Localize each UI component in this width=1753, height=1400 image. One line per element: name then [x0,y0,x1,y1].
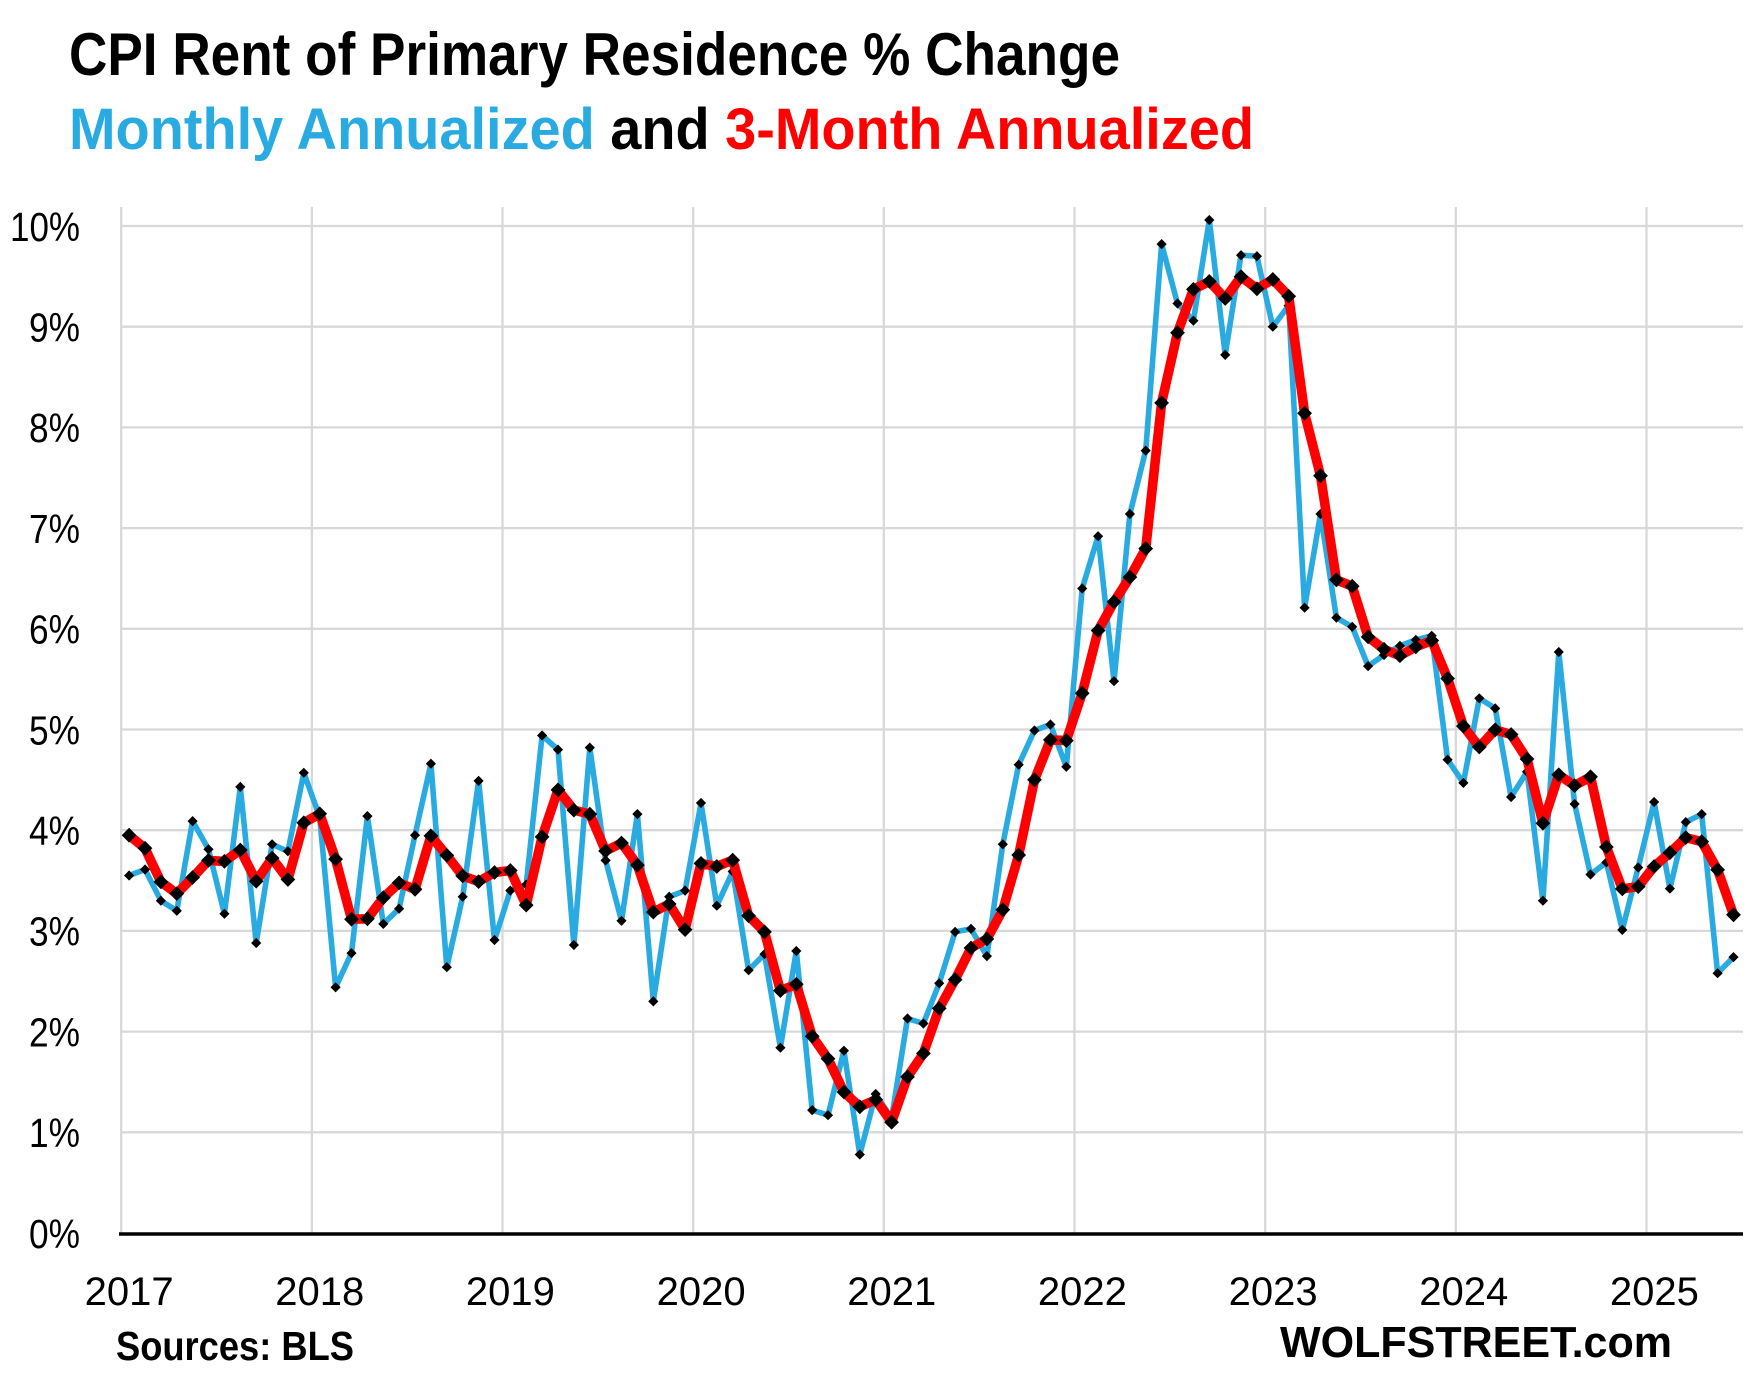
svg-text:2%: 2% [29,1009,80,1055]
svg-text:2022: 2022 [1038,1270,1127,1314]
svg-text:1%: 1% [29,1110,80,1156]
svg-text:2024: 2024 [1419,1270,1508,1314]
svg-text:2023: 2023 [1229,1270,1318,1314]
svg-text:4%: 4% [29,808,80,854]
svg-text:WOLFSTREET.com: WOLFSTREET.com [1280,1318,1672,1367]
svg-text:CPI Rent of Primary Residence: CPI Rent of Primary Residence % Change [69,21,1120,88]
svg-text:Monthly Annualized and 3-Month: Monthly Annualized and 3-Month Annualize… [69,97,1254,162]
svg-text:0%: 0% [29,1211,80,1257]
svg-text:10%: 10% [10,204,80,250]
svg-text:2018: 2018 [275,1270,364,1314]
svg-text:2017: 2017 [85,1270,174,1314]
svg-text:5%: 5% [29,707,80,753]
svg-text:Sources: BLS: Sources: BLS [116,1323,354,1369]
svg-text:3%: 3% [29,909,80,955]
svg-text:8%: 8% [29,405,80,451]
svg-text:2025: 2025 [1610,1270,1699,1314]
svg-text:2021: 2021 [847,1270,936,1314]
svg-text:7%: 7% [29,506,80,552]
svg-text:2020: 2020 [657,1270,746,1314]
svg-text:6%: 6% [29,607,80,653]
svg-text:9%: 9% [29,305,80,351]
svg-text:2019: 2019 [466,1270,555,1314]
